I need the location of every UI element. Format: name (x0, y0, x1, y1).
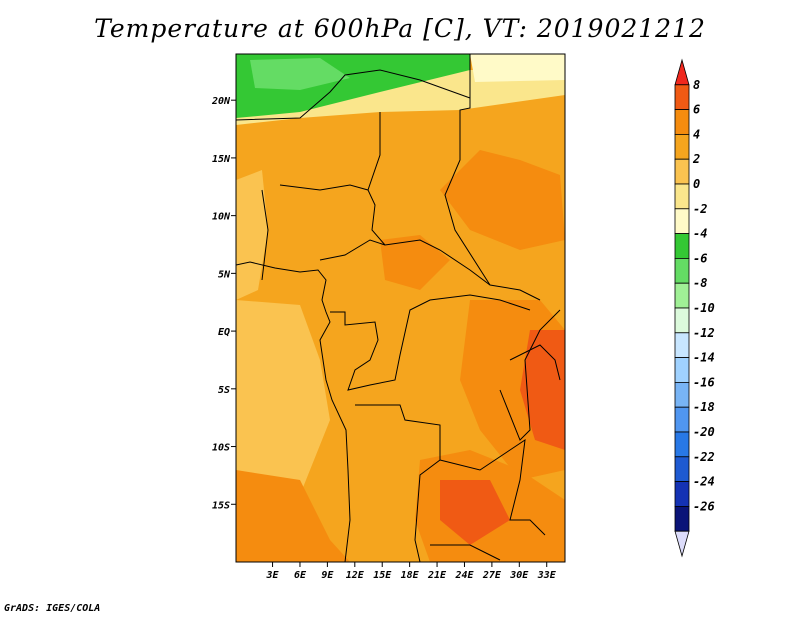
field-4-to-6-central (380, 235, 450, 290)
colorbar-swatch (674, 109, 690, 135)
border-benin (261, 189, 269, 281)
coastline-west (236, 261, 351, 562)
colorbar-top-arrow (674, 58, 690, 86)
colorbar: 8 6 4 2 0 -2 -4 -6 -8 -10 -12 -14 -16 -18 -20 -22 -24 -26 (674, 58, 715, 558)
field-minus4-to-minus2-ne (470, 54, 565, 82)
border-great-lakes (499, 309, 561, 441)
border-south (430, 544, 501, 561)
border-east (509, 344, 561, 381)
lon-tick-label: 18E (401, 570, 420, 581)
lat-tick-label: 20N (211, 96, 231, 107)
colorbar-label: 6 (693, 103, 700, 117)
lon-tick-label: 33E (537, 570, 557, 581)
colorbar-label: -18 (693, 400, 715, 414)
border-car (319, 239, 541, 301)
colorbar-label: -12 (693, 326, 715, 340)
colorbar-label: -2 (693, 202, 707, 216)
border-zambia (439, 438, 546, 536)
colorbar-bottom-arrow (674, 530, 690, 558)
lon-tick-label: 24E (454, 570, 474, 581)
colorbar-swatch (674, 257, 690, 284)
border-chad (367, 112, 386, 246)
colorbar-label: -22 (693, 450, 715, 464)
lat-tick-label: 15N (212, 154, 231, 165)
colorbar-label: -4 (693, 227, 707, 241)
lat-tick-label: 10S (212, 443, 230, 454)
colorbar-swatch (674, 332, 690, 358)
lon-tick-label: 30E (509, 570, 529, 581)
colorbar-swatch (674, 208, 690, 235)
field-minus8-to-minus6-north (250, 58, 350, 90)
colorbar-label: -16 (693, 375, 715, 389)
colorbar-swatch (674, 133, 690, 160)
colorbar-label: -24 (693, 475, 715, 489)
map-frame (235, 53, 566, 563)
colorbar-label: -26 (693, 499, 715, 513)
map-title: Temperature at 600hPa [C], VT: 201902121… (94, 14, 706, 43)
colorbar-swatch (674, 406, 690, 433)
colorbar-label: -20 (693, 425, 715, 439)
colorbar-swatch (674, 481, 690, 507)
colorbar-label: 8 (693, 78, 700, 92)
lat-tick-label: EQ (218, 327, 230, 338)
border-north (236, 69, 471, 121)
colorbar-label: -10 (693, 301, 715, 315)
grads-credit: GrADS: IGES/COLA (4, 603, 101, 614)
lon-tick-label: 21E (427, 570, 447, 581)
lon-tick-label: 15E (373, 570, 392, 581)
colorbar-swatch (674, 158, 690, 185)
lon-tick-label: 12E (346, 570, 365, 581)
colorbar-swatch (674, 505, 690, 532)
colorbar-swatch (674, 84, 690, 111)
border-angola (355, 404, 441, 562)
colorbar-label: 4 (693, 127, 700, 141)
lon-tick-label: 9E (321, 570, 334, 581)
colorbar-swatch (674, 282, 690, 309)
colorbar-label: -6 (693, 251, 707, 265)
colorbar-swatch (674, 233, 690, 259)
colorbar-label: -8 (693, 276, 707, 290)
field-4-to-6-east (440, 150, 565, 250)
lat-tick-label: 10N (212, 212, 231, 223)
border-sudan (444, 54, 491, 286)
field-0-to-2-west (236, 170, 268, 300)
lat-tick-label: 15S (212, 500, 230, 511)
lon-tick-label: 27E (482, 570, 502, 581)
colorbar-swatch (674, 357, 690, 383)
field-6-to-8-south (440, 480, 510, 545)
lon-tick-label: 6E (294, 570, 307, 581)
colorbar-label: 2 (692, 152, 700, 166)
border-congo (330, 294, 531, 391)
colorbar-swatch (674, 183, 690, 210)
lat-tick-label: 5N (218, 269, 231, 280)
lon-tick-label: 3E (266, 570, 280, 581)
lat-tick-label: 5S (218, 385, 230, 396)
lon-axis: 3E 6E 9E 12E 15E 18E 21E 24E 27E 30E 33E (266, 562, 557, 581)
field-6-to-8-east (520, 330, 565, 450)
colorbar-swatch (674, 381, 690, 408)
colorbar-label: -14 (693, 351, 715, 365)
colorbar-swatch (674, 307, 690, 334)
country-borders (236, 54, 561, 562)
colorbar-swatch (674, 456, 690, 482)
field-4-to-6-southwest (236, 470, 350, 562)
lat-axis: 20N 15N 10N 5N EQ 5S 10S 15S (211, 96, 236, 511)
colorbar-label: 0 (693, 177, 700, 191)
colorbar-swatch (674, 431, 690, 458)
border-niger-nigeria (279, 184, 369, 191)
temperature-field (236, 54, 565, 562)
